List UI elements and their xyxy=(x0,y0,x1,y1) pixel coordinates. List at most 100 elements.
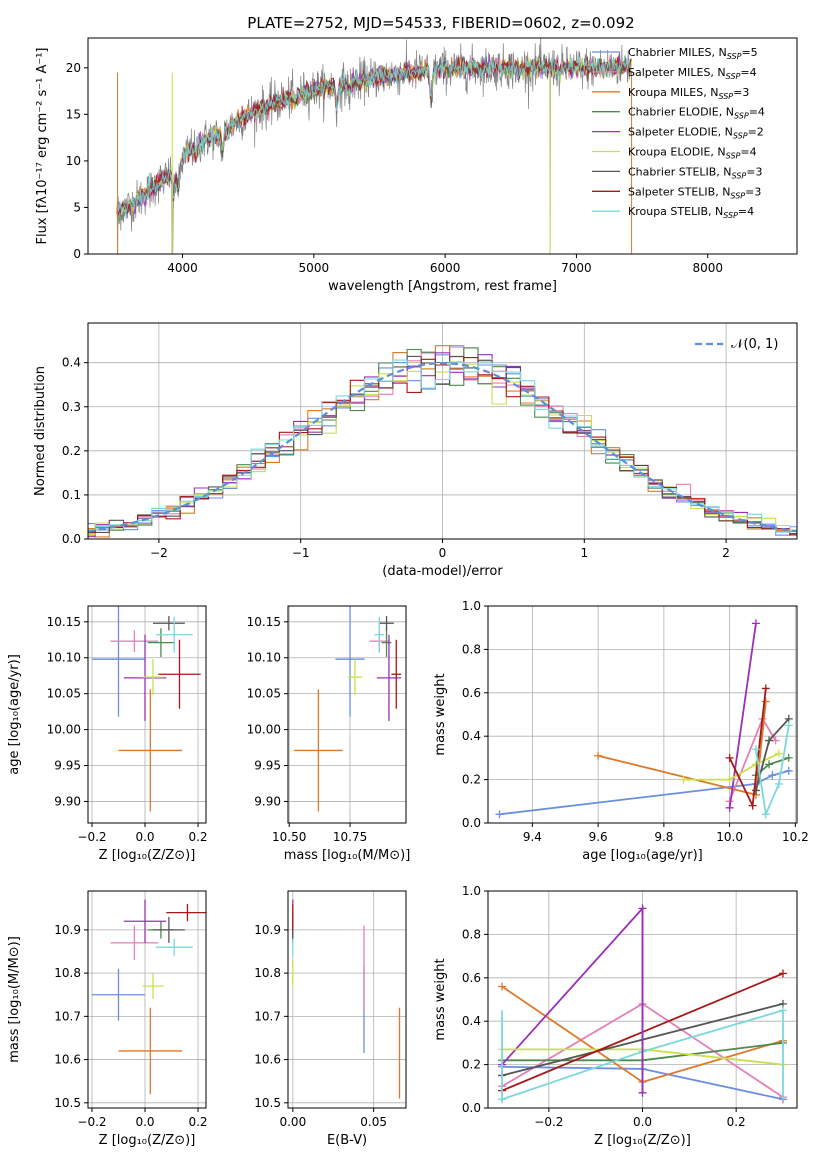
y-tick-label: 10.5 xyxy=(254,1096,281,1110)
errorbar-salpeter-elodie xyxy=(376,634,402,721)
legend-count: =4 xyxy=(738,205,754,218)
errorbar-kroupa-miles xyxy=(294,689,343,812)
y-axis-label: mass [log₁₀(M/M⊙)] xyxy=(7,936,22,1063)
legend-text: Chabrier ELODIE, N xyxy=(628,106,734,119)
errorbar-kroupa-elodie xyxy=(347,659,363,696)
weight-marker xyxy=(784,753,793,762)
legend-entry-chabrier-stelib: Chabrier STELIB, NSSP=3 xyxy=(628,165,762,180)
plot-area-spectrum xyxy=(116,38,633,254)
y-tick-label: 0.4 xyxy=(462,1014,481,1028)
y-tick-label: 0 xyxy=(73,247,81,261)
weight-marker xyxy=(784,721,793,730)
y-tick-label: 20 xyxy=(66,61,81,75)
plot-area-weight-vs-age xyxy=(495,619,793,819)
model-spectrum-chabrier-stelib xyxy=(116,53,632,216)
legend-text: Salpeter STELIB, N xyxy=(628,185,730,198)
weight-marker xyxy=(495,810,504,819)
x-axis-label: Z [log₁₀(Z/Z⊙)] xyxy=(594,1133,691,1148)
errorbar-chabrier-miles xyxy=(335,606,365,717)
legend-count: =4 xyxy=(749,106,765,119)
x-tick-label: −2 xyxy=(150,546,168,560)
legend-entry-salpeter-elodie: Salpeter ELODIE, NSSP=2 xyxy=(628,126,764,141)
panel-mass-vs-Z: −0.2 0.0 0.2 10.5 10.6 10.7 10.8 10.9 Z [log₁₀(Z… xyxy=(7,890,208,1148)
plot-area-age-vs-mass xyxy=(294,606,402,812)
y-tick-label: 0.2 xyxy=(62,444,81,458)
legend-count: =4 xyxy=(740,146,756,159)
y-tick-label: 10 xyxy=(66,154,81,168)
x-tick-label: 10.50 xyxy=(272,830,306,844)
legend-entry-salpeter-miles: Salpeter MILES, NSSP=4 xyxy=(628,66,757,81)
y-tick-label: 0.6 xyxy=(462,686,481,700)
x-tick-label: 0.0 xyxy=(633,1115,652,1129)
x-tick-label: 5000 xyxy=(299,261,330,275)
weight-marker xyxy=(761,697,770,706)
axes-frame xyxy=(87,322,798,540)
weight-marker xyxy=(751,745,760,754)
x-axis-label: Z [log₁₀(Z/Z⊙)] xyxy=(99,1133,196,1148)
y-tick-label: 0.2 xyxy=(462,773,481,787)
weight-marker xyxy=(778,969,787,978)
x-tick-label: −0.2 xyxy=(77,1115,106,1129)
panel-spectrum: 4000 5000 6000 7000 8000 0 5 10 15 20 wavelength [… xyxy=(35,37,798,294)
x-tick-label: 0.00 xyxy=(279,1115,306,1129)
weight-marker xyxy=(498,982,507,991)
errorbar-salpeter-elodie xyxy=(123,634,167,721)
y-tick-label: 10.15 xyxy=(47,615,81,629)
x-tick-label: 10.2 xyxy=(782,830,809,844)
x-tick-label: 0.05 xyxy=(360,1115,387,1129)
x-tick-label: 0.2 xyxy=(188,1115,207,1129)
legend-count: =5 xyxy=(741,46,757,59)
legend-text: Salpeter MILES, N xyxy=(628,66,726,79)
legend-entry-chabrier-miles: Chabrier MILES, NSSP=5 xyxy=(628,46,758,61)
legend-entry-chabrier-elodie: Chabrier ELODIE, NSSP=4 xyxy=(628,106,765,121)
weight-series-kroupa-miles xyxy=(594,697,770,799)
x-tick-label: 9.4 xyxy=(523,830,542,844)
plot-area-residuals xyxy=(88,344,797,538)
y-tick-label: 9.95 xyxy=(54,759,81,773)
chart-title: PLATE=2752, MJD=54533, FIBERID=0602, z=0… xyxy=(247,14,634,32)
legend-text: Chabrier STELIB, N xyxy=(628,165,732,178)
y-tick-label: 1.0 xyxy=(462,884,481,898)
y-axis-label: age [log₁₀(age/yr)] xyxy=(7,654,22,775)
panel-mass-vs-EBV: 0.00 0.05 10.5 10.6 10.7 10.8 10.9 E(B-V) xyxy=(254,890,407,1148)
x-tick-label: 0.0 xyxy=(135,830,154,844)
legend-subscript: SSP xyxy=(732,171,747,180)
errorbar-chabrier-elodie xyxy=(381,628,392,658)
x-axis-label: E(B-V) xyxy=(327,1133,367,1148)
legend-entry-normal: 𝒩(0, 1) xyxy=(731,337,778,352)
weight-marker xyxy=(751,619,760,628)
y-tick-label: 0.8 xyxy=(462,927,481,941)
axes-frame xyxy=(487,605,798,824)
legend-count: =4 xyxy=(740,66,756,79)
plot-area-weight-vs-Z xyxy=(498,904,787,1104)
legend-entry-kroupa-stelib: Kroupa STELIB, NSSP=4 xyxy=(628,205,754,220)
x-tick-label: −0.2 xyxy=(534,1115,563,1129)
y-axis-label: mass weight xyxy=(433,958,448,1040)
legend-count: =3 xyxy=(745,185,761,198)
weight-marker xyxy=(761,684,770,693)
x-tick-label: 0.2 xyxy=(727,1115,746,1129)
y-tick-label: 10.15 xyxy=(247,615,281,629)
legend-subscript: SSP xyxy=(726,152,741,161)
errorbar-salpeter-stelib xyxy=(166,903,206,922)
y-axis-label: Flux [fλ10⁻¹⁷ erg cm⁻² s⁻¹ A⁻¹] xyxy=(35,48,50,245)
plot-area-age-vs-Z xyxy=(91,606,201,812)
x-tick-label: 8000 xyxy=(692,261,723,275)
errorbar-kroupa-stelib xyxy=(155,938,193,956)
weight-series-salpeter-stelib xyxy=(725,684,770,810)
weight-marker xyxy=(751,786,760,795)
legend-subscript: SSP xyxy=(718,92,733,101)
panel-age-vs-Z: −0.2 0.0 0.2 9.90 9.95 10.00 10.05 10.10 10.15 Z … xyxy=(7,605,208,863)
y-tick-label: 9.95 xyxy=(254,759,281,773)
model-spectrum-salpeter-stelib xyxy=(116,56,632,216)
x-axis-label: (data-model)/error xyxy=(382,564,503,579)
axes-frame xyxy=(87,37,798,255)
y-axis-label: mass weight xyxy=(433,673,448,755)
y-tick-label: 9.90 xyxy=(254,794,281,808)
weight-marker xyxy=(765,760,774,769)
y-tick-label: 10.9 xyxy=(54,923,81,937)
errorbar-salpeter-elodie xyxy=(123,899,167,943)
axes-frame xyxy=(287,605,407,824)
